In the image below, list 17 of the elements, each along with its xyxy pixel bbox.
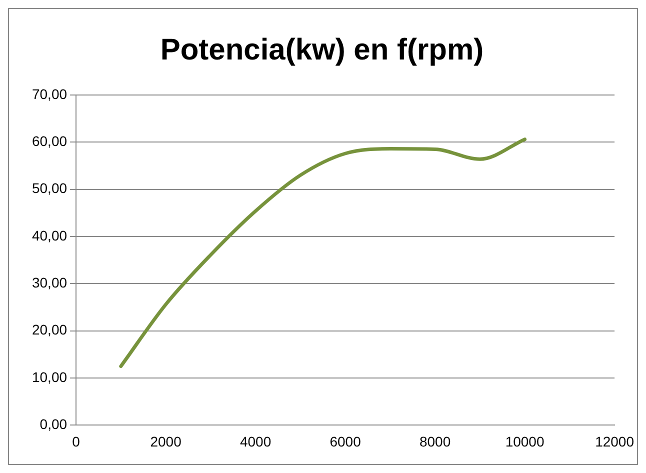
x-tick-label: 2000 [150,433,182,450]
y-tick-label: 70,00 [32,86,68,102]
x-tick-label: 6000 [330,433,362,450]
y-tick-label: 30,00 [32,274,68,291]
y-tick-label: 0,00 [40,416,68,432]
x-tick-label: 8000 [419,433,451,450]
y-tick-label: 60,00 [32,133,68,150]
x-tick-label: 12000 [595,433,634,450]
y-tick-label: 20,00 [32,322,68,338]
x-tick-label: 0 [72,433,80,450]
line-series [119,138,527,368]
y-tick-label: 50,00 [32,180,68,196]
chart-title: Potencia(kw) en f(rpm) [160,33,484,66]
x-tick-label: 10000 [505,433,544,450]
x-tick-label: 4000 [240,433,272,450]
y-tick-label: 40,00 [32,227,68,244]
y-tick-label: 10,00 [32,368,68,385]
